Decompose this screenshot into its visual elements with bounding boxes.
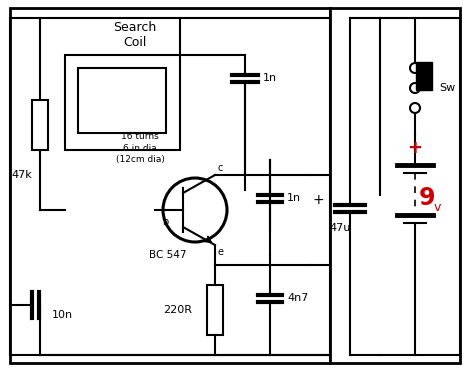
Text: 4n7: 4n7: [287, 293, 309, 303]
Bar: [10, 8, 330, 363]
Bar: [330, 8, 460, 363]
Text: 47u: 47u: [329, 223, 351, 233]
Text: v: v: [434, 200, 441, 213]
Text: 1n: 1n: [263, 73, 277, 83]
Text: 9: 9: [419, 186, 436, 210]
Text: Sw: Sw: [439, 83, 455, 93]
Bar: [416, 62, 432, 90]
Bar: [78, 68, 166, 133]
Text: 220R: 220R: [164, 305, 192, 315]
Bar: [65, 55, 180, 150]
Bar: [207, 285, 223, 335]
Text: Search
Coil: Search Coil: [113, 21, 156, 49]
Text: BC 547: BC 547: [149, 250, 187, 260]
Text: b: b: [162, 217, 168, 227]
Bar: [32, 100, 48, 150]
Text: e: e: [218, 247, 224, 257]
Text: c: c: [218, 163, 223, 173]
Text: +: +: [312, 193, 324, 207]
Text: 16 turns
6 in dia
(12cm dia): 16 turns 6 in dia (12cm dia): [116, 132, 164, 164]
Text: 1n: 1n: [287, 193, 301, 203]
Text: 10n: 10n: [52, 310, 73, 320]
Text: +: +: [408, 139, 422, 157]
Text: 47k: 47k: [12, 170, 32, 180]
